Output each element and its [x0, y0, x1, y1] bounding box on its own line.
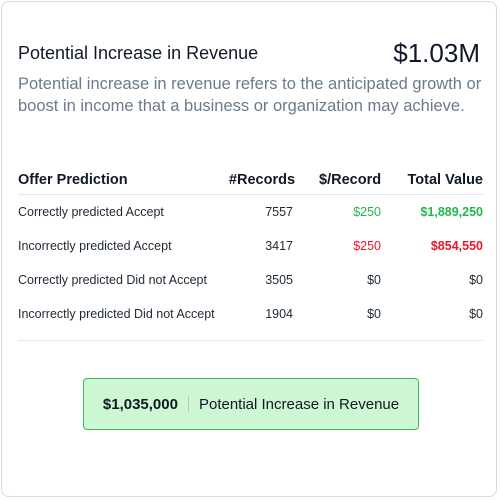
- row-total-value: $0: [469, 273, 483, 287]
- row-total-value: $0: [469, 307, 483, 321]
- summary-label: Potential Increase in Revenue: [198, 395, 400, 413]
- row-label: Correctly predicted Accept: [18, 205, 164, 219]
- table-row: Incorrectly predicted Accept 3417 $250 $…: [18, 229, 483, 263]
- table-row: Correctly predicted Accept 7557 $250 $1,…: [18, 195, 483, 229]
- row-records: 3417: [265, 239, 293, 253]
- table-header: Offer Prediction #Records $/Record Total…: [18, 166, 483, 195]
- card-header: Potential Increase in Revenue $1.03M: [18, 38, 480, 69]
- row-label: Incorrectly predicted Accept: [18, 239, 172, 253]
- row-total-value: $854,550: [430, 239, 483, 253]
- table-row: Incorrectly predicted Did not Accept 190…: [18, 297, 483, 331]
- summary-badge: $1,035,000 Potential Increase in Revenue: [83, 378, 419, 430]
- card-title: Potential Increase in Revenue: [18, 43, 259, 63]
- row-per-record: $250: [353, 239, 381, 253]
- row-records: 7557: [265, 205, 293, 219]
- total-revenue-value: $1.03M: [393, 38, 480, 68]
- row-records: 3505: [265, 273, 293, 287]
- card-description: Potential increase in revenue refers to …: [18, 75, 482, 115]
- header-offer-prediction: Offer Prediction: [18, 172, 128, 188]
- row-per-record: $250: [353, 205, 381, 219]
- summary-separator: [187, 396, 189, 412]
- row-label: Incorrectly predicted Did not Accept: [18, 307, 215, 321]
- row-per-record: $0: [367, 273, 381, 287]
- row-per-record: $0: [367, 307, 381, 321]
- header-records: #Records: [228, 172, 296, 188]
- row-label: Correctly predicted Did not Accept: [18, 273, 207, 287]
- row-records: 1904: [265, 307, 293, 321]
- section-divider: [18, 340, 483, 341]
- header-per-record: $/Record: [319, 172, 382, 188]
- row-total-value: $1,889,250: [420, 205, 483, 219]
- table-row: Correctly predicted Did not Accept 3505 …: [18, 263, 483, 297]
- header-total-value: Total Value: [407, 172, 483, 188]
- summary-amount: $1,035,000: [102, 395, 178, 413]
- prediction-table: Offer Prediction #Records $/Record Total…: [18, 166, 483, 331]
